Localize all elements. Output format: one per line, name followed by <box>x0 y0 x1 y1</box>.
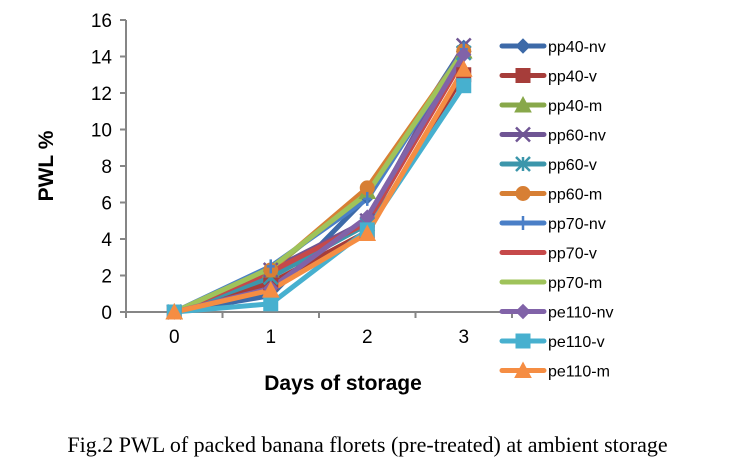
legend-label: pp40-nv <box>548 39 606 56</box>
legend-label: pp40-v <box>548 69 597 86</box>
legend-item-pp40-v: pp40-v <box>499 68 597 86</box>
legend-item-pp60-nv: pp60-nv <box>499 126 606 145</box>
legend-label: pp70-m <box>548 275 602 292</box>
series-line-pp40-m <box>171 48 467 315</box>
legend-marker <box>515 126 531 143</box>
data-point-pe110-m <box>165 302 184 320</box>
y-tick-label: 2 <box>101 267 112 288</box>
x-tick-label: 3 <box>458 327 469 348</box>
y-tick-label: 4 <box>101 230 112 251</box>
legend-item-pp70-nv: pp70-nv <box>499 216 606 233</box>
y-tick-label: 16 <box>91 11 112 32</box>
figure-caption: Fig.2 PWL of packed banana florets (pre-… <box>67 432 668 457</box>
legend-label: pp40-m <box>548 98 602 115</box>
y-tick-label: 12 <box>91 84 112 105</box>
legend-item-pe110-m: pe110-m <box>499 361 610 381</box>
y-tick-label: 10 <box>91 121 112 142</box>
legend-item-pp70-v: pp70-v <box>499 246 597 263</box>
series-line-pp70-nv <box>171 46 467 315</box>
x-tick-label: 0 <box>169 327 180 348</box>
x-tick-labels: 0 1 2 3 <box>169 327 469 348</box>
y-tick-label: 8 <box>101 157 112 178</box>
legend-marker <box>514 95 532 113</box>
y-tick-label: 14 <box>91 48 113 69</box>
x-tick-label: 1 <box>265 327 276 348</box>
legend-item-pp40-nv: pp40-nv <box>499 38 606 56</box>
data-point-pe110-m <box>454 60 473 77</box>
legend-label: pe110-nv <box>548 305 614 322</box>
series-line-pe110-m <box>171 66 467 315</box>
x-tick-label: 2 <box>362 327 373 348</box>
series-line-pe110-nv <box>171 52 467 315</box>
legend-item-pp70-m: pp70-m <box>499 275 602 292</box>
series-line-pp60-m <box>171 48 467 315</box>
series-line-pp70-v <box>171 55 467 315</box>
y-tick-label: 0 <box>101 303 112 324</box>
legend-label: pp70-v <box>548 246 597 263</box>
y-axis-title: PWL % <box>35 130 58 201</box>
legend-label: pp70-nv <box>548 216 606 233</box>
legend-marker <box>519 216 527 230</box>
legend-marker <box>515 38 531 54</box>
data-point-pp70-nv <box>266 259 275 274</box>
y-tick-label: 6 <box>101 194 112 215</box>
data-point-pe110-v <box>263 296 279 312</box>
legend-marker <box>515 303 531 320</box>
series-line-pp60-v <box>171 50 467 315</box>
data-point-pe110-m <box>261 281 280 298</box>
legend-label: pp60-nv <box>548 128 606 145</box>
data-point-pp70-nv <box>363 191 372 206</box>
legend-item-pp60-v: pp60-v <box>499 156 597 174</box>
series-lines <box>171 43 467 315</box>
legend-marker <box>515 68 531 83</box>
legend-item-pp60-m: pp60-m <box>499 186 602 204</box>
data-point-pe110-v <box>456 78 472 94</box>
legend: pp40-nv pp40-v pp40-m pp60-nv pp60-v pp60-m pp… <box>499 38 614 381</box>
y-tick-labels: 0 2 4 6 8 10 12 14 16 <box>91 11 113 324</box>
x-axis-title: Days of storage <box>264 372 422 395</box>
series-markers <box>165 37 473 320</box>
legend-item-pe110-v: pe110-v <box>499 333 605 351</box>
legend-marker <box>515 186 531 201</box>
legend-label: pp60-m <box>548 187 602 204</box>
legend-label: pe110-v <box>548 334 605 351</box>
legend-item-pp40-m: pp40-m <box>499 95 602 115</box>
legend-marker <box>514 361 532 378</box>
data-point-pe110-m <box>358 224 377 242</box>
series-line-pp70-m <box>171 48 467 315</box>
series-line-pp60-nv <box>171 43 467 315</box>
legend-marker <box>515 156 531 172</box>
series-line-pe110-v <box>171 83 467 315</box>
legend-item-pe110-nv: pe110-nv <box>499 303 614 322</box>
legend-label: pp60-v <box>548 157 597 174</box>
legend-marker <box>515 333 531 349</box>
series-line-pp40-nv <box>171 44 467 315</box>
legend-label: pe110-m <box>548 364 610 381</box>
